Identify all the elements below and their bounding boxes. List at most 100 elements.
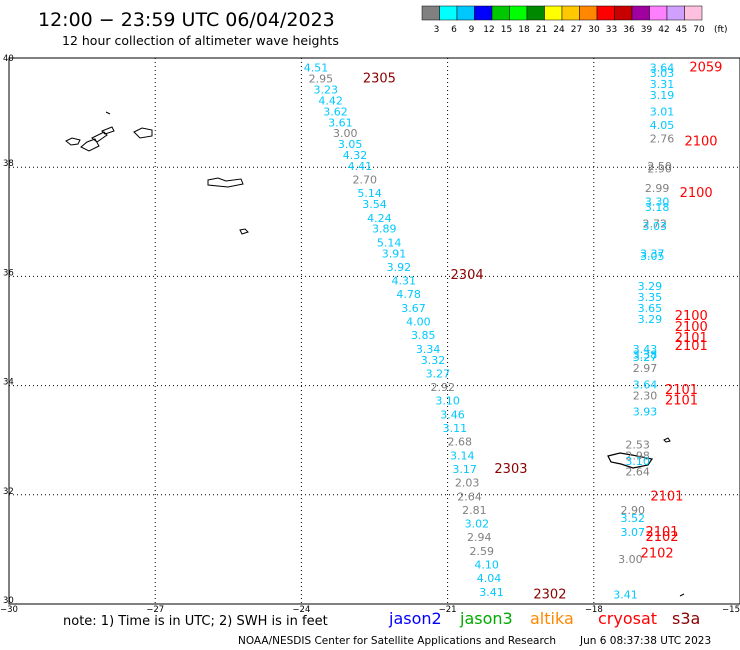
track-time-label: 2302 <box>533 588 566 603</box>
legend-jason3: jason3 <box>459 609 513 628</box>
legend-cryosat: cryosat <box>598 609 657 628</box>
swh-value-label: 2.94 <box>467 531 492 544</box>
track-time-label: 2101 <box>665 394 698 409</box>
legend-jason2: jason2 <box>388 609 442 628</box>
color-scale-label: 30 <box>588 25 600 35</box>
color-scale-swatch <box>457 6 475 20</box>
color-scale-label: 36 <box>623 25 635 35</box>
color-scale-swatch <box>545 6 563 20</box>
island-coastline <box>208 178 243 187</box>
altimeter-wave-map: 12:00 − 23:59 UTC 06/04/2023 12 hour col… <box>0 0 740 650</box>
color-scale-swatch <box>632 6 650 20</box>
y-tick-label: 30 <box>3 596 14 606</box>
swh-value-label: 3.11 <box>443 422 468 435</box>
swh-value-label: 2.92 <box>430 381 455 394</box>
island-coastline <box>66 127 114 151</box>
swh-value-label: 4.31 <box>391 275 416 288</box>
swh-value-label: 3.41 <box>613 589 638 602</box>
swh-value-label: 2.70 <box>353 174 378 187</box>
swh-value-label: 4.05 <box>650 119 675 132</box>
swh-value-label: 3.05 <box>640 250 665 263</box>
swh-value-label: 2.64 <box>457 490 482 503</box>
track-time-label: 2102 <box>645 530 678 545</box>
swh-value-label: 3.17 <box>452 463 477 476</box>
color-scale-label: 45 <box>676 25 687 35</box>
island-coastline <box>106 112 110 114</box>
swh-value-label: 3.00 <box>618 553 643 566</box>
swh-value-label: 2.97 <box>633 362 658 375</box>
swh-value-label: 3.19 <box>650 89 675 102</box>
color-scale-swatch <box>422 6 440 20</box>
color-scale-swatch <box>667 6 685 20</box>
y-tick-label: 40 <box>3 54 14 64</box>
track-time-label: 2304 <box>451 268 484 283</box>
swh-value-label: 3.29 <box>638 313 663 326</box>
island-coastline <box>134 128 152 138</box>
y-tick-label: 34 <box>3 378 14 388</box>
island-coastline <box>664 438 670 442</box>
swh-value-label: 2.03 <box>455 477 480 490</box>
swh-value-label: 2.64 <box>625 466 650 479</box>
color-scale-label: 39 <box>641 25 653 35</box>
swh-value-label: 3.07 <box>621 526 646 539</box>
color-scale: 3 6 9 12 15 18 21 24 27 30 33 36 39 42 45 70 <box>422 6 705 35</box>
color-scale-swatch <box>527 6 545 20</box>
color-scale-swatch <box>685 6 703 20</box>
track-time-label: 2101 <box>675 339 708 354</box>
color-scale-swatch <box>580 6 598 20</box>
x-tick-label: −15 <box>722 605 740 615</box>
swh-value-label: 3.18 <box>645 201 670 214</box>
swh-value-label: 3.14 <box>450 449 475 462</box>
swh-value-label: 4.00 <box>406 316 431 329</box>
track-time-label: 2059 <box>689 61 722 76</box>
swh-value-label: 2.76 <box>650 133 675 146</box>
color-scale-label: 24 <box>553 25 565 35</box>
swh-value-label: 2.90 <box>647 163 672 176</box>
track-time-label: 2102 <box>641 547 674 562</box>
color-scale-swatch <box>615 6 633 20</box>
color-scale-label: 12 <box>483 25 494 35</box>
color-scale-label: 21 <box>536 25 547 35</box>
swh-value-label: 3.03 <box>642 220 667 233</box>
track-time-label: 2100 <box>680 186 713 201</box>
island-coastline <box>240 229 248 234</box>
swh-value-label: 3.10 <box>435 395 460 408</box>
swh-value-label: 3.27 <box>426 367 451 380</box>
color-scale-swatch <box>597 6 615 20</box>
swh-value-label: 4.41 <box>348 160 373 173</box>
swh-value-label: 3.67 <box>401 302 426 315</box>
x-tick-label: −30 <box>0 605 18 615</box>
y-tick-label: 32 <box>3 487 14 497</box>
swh-value-label: 3.93 <box>633 406 658 419</box>
color-scale-label: 15 <box>501 25 512 35</box>
swh-value-label: 2.81 <box>462 504 487 517</box>
swh-values: 4.512.953.234.423.623.613.003.054.324.41… <box>304 62 675 602</box>
chart-title: 12:00 − 23:59 UTC 06/04/2023 <box>38 9 335 31</box>
color-scale-label: 42 <box>658 25 669 35</box>
color-scale-label: 33 <box>606 25 617 35</box>
color-scale-label: 70 <box>693 25 705 35</box>
color-scale-label: 27 <box>571 25 582 35</box>
swh-value-label: 3.46 <box>440 408 465 421</box>
swh-value-label: 3.89 <box>372 223 397 236</box>
swh-value-label: 3.85 <box>411 329 436 342</box>
track-time-label: 2305 <box>363 72 396 87</box>
color-scale-label: 3 <box>434 25 440 35</box>
color-scale-label: 18 <box>518 25 530 35</box>
legend-altika: altika <box>530 609 574 628</box>
legend-s3a: s3a <box>672 609 700 628</box>
color-scale-swatch <box>510 6 528 20</box>
color-scale-swatch <box>562 6 580 20</box>
color-scale-swatch <box>440 6 458 20</box>
track-time-label: 2101 <box>650 489 683 504</box>
y-tick-label: 38 <box>3 159 14 169</box>
swh-value-label: 4.04 <box>477 572 502 585</box>
swh-value-label: 3.01 <box>650 105 675 118</box>
swh-value-label: 3.92 <box>387 261 412 274</box>
swh-value-label: 3.32 <box>421 354 446 367</box>
swh-value-label: 2.99 <box>645 182 670 195</box>
color-scale-swatch <box>475 6 493 20</box>
swh-value-label: 2.30 <box>633 389 658 402</box>
y-tick-label: 36 <box>3 268 14 278</box>
swh-value-label: 3.41 <box>479 586 504 599</box>
